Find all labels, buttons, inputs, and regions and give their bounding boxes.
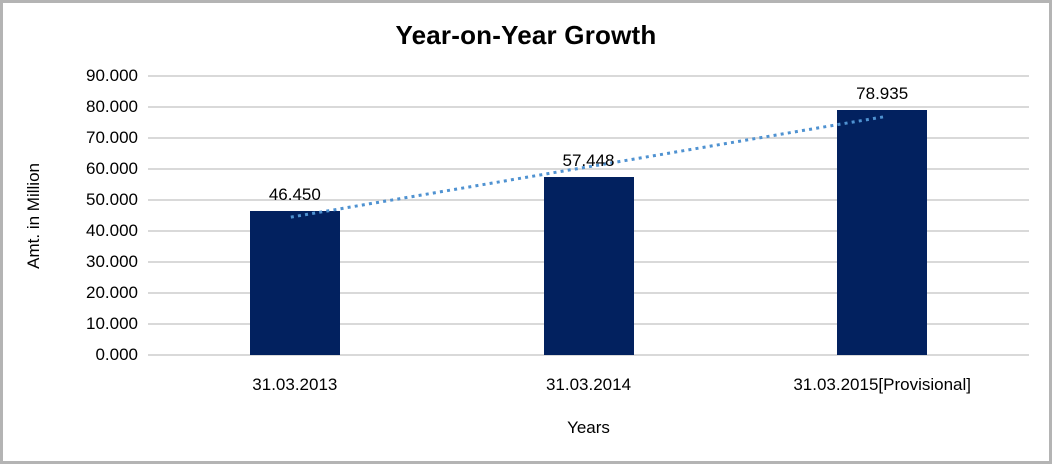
y-tick-label: 40.000 — [86, 221, 138, 240]
chart-title: Year-on-Year Growth — [395, 20, 657, 50]
gridline — [148, 106, 1029, 108]
y-tick-label: 50.000 — [86, 190, 138, 209]
bar — [837, 110, 928, 355]
x-tick-label: 31.03.2015[Provisional] — [793, 375, 971, 394]
y-tick-label: 0.000 — [95, 345, 138, 364]
y-tick-label: 60.000 — [86, 159, 138, 178]
y-tick-label: 70.000 — [86, 128, 138, 147]
bar — [543, 176, 634, 355]
y-tick-label: 30.000 — [86, 252, 138, 271]
x-tick-label: 31.03.2014 — [545, 375, 632, 394]
y-tick-label: 20.000 — [86, 283, 138, 302]
bar-value-label: 46.450 — [268, 185, 321, 204]
y-tick-label: 80.000 — [86, 97, 138, 116]
bar-value-label: 57.448 — [562, 150, 615, 170]
y-tick-label: 10.000 — [86, 314, 138, 333]
plot-area — [148, 75, 1029, 356]
gridline — [148, 354, 1029, 356]
gridline — [148, 75, 1029, 77]
bar — [249, 211, 340, 355]
x-tick-label: 31.03.2013 — [252, 375, 338, 394]
x-axis-title: Years — [567, 418, 610, 437]
bar-value-label: 78.935 — [856, 84, 909, 104]
y-tick-label: 90.000 — [86, 66, 138, 85]
